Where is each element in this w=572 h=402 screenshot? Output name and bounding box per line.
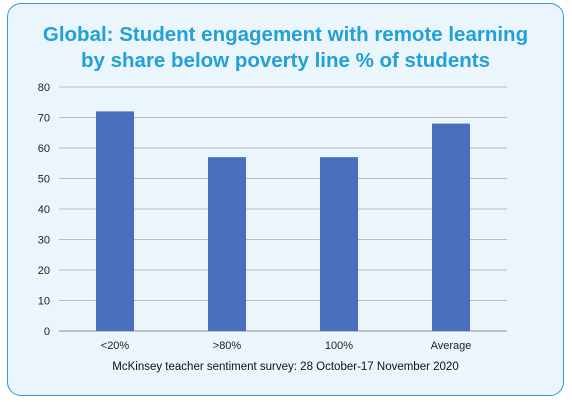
y-tick-label: 40 — [38, 204, 50, 216]
y-tick-label: 50 — [38, 174, 50, 186]
source-note: McKinsey teacher sentiment survey: 28 Oc… — [112, 361, 459, 373]
y-tick-label: 30 — [38, 235, 50, 247]
bar-chart: 0 10 20 30 40 50 60 70 80 <20% >80% 100% Average — [38, 82, 507, 352]
y-tick-label: 0 — [44, 326, 50, 338]
y-tick-label: 80 — [38, 82, 50, 94]
bar — [96, 111, 134, 332]
x-tick-label: <20% — [101, 340, 130, 352]
y-tick-label: 20 — [38, 265, 50, 277]
chart-title-line-2: by share below poverty line % of student… — [81, 49, 490, 72]
y-tick-label: 60 — [38, 143, 50, 155]
bar — [432, 123, 470, 331]
x-tick-label: 100% — [325, 340, 353, 352]
x-tick-label: >80% — [213, 340, 242, 352]
bar — [320, 157, 358, 331]
chart-title-line-1: Global: Student engagement with remote l… — [42, 23, 529, 46]
y-tick-label: 70 — [38, 113, 50, 125]
x-tick-label: Average — [431, 340, 472, 352]
bar — [208, 157, 246, 331]
y-tick-label: 10 — [38, 296, 50, 308]
chart-frame: Global: Student engagement with remote l… — [7, 3, 564, 396]
